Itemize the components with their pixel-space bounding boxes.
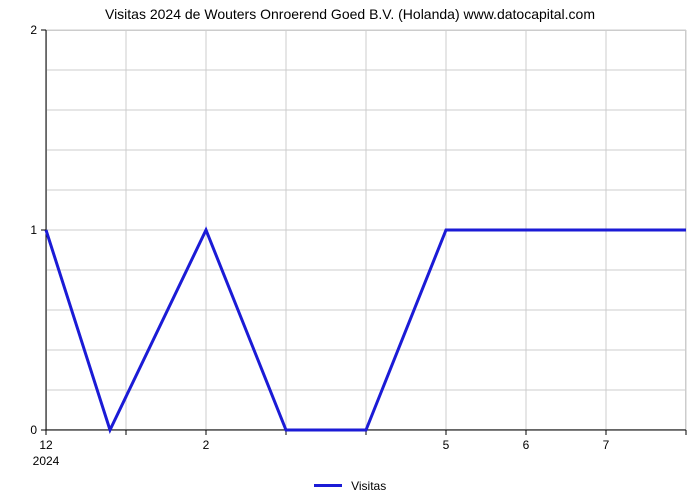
chart-plot: 1225672024012: [46, 30, 688, 480]
x-tick-label: 6: [523, 438, 530, 452]
legend-label: Visitas: [351, 479, 386, 493]
chart-container: Visitas 2024 de Wouters Onroerend Goed B…: [0, 0, 700, 500]
y-tick-label: 2: [30, 23, 37, 37]
x-tick-label: 12: [39, 438, 53, 452]
x-tick-label: 5: [443, 438, 450, 452]
x-secondary-label: 2024: [33, 454, 60, 468]
chart-legend: Visitas: [0, 478, 700, 493]
legend-swatch: [314, 484, 342, 487]
y-tick-label: 0: [30, 423, 37, 437]
x-tick-label: 2: [203, 438, 210, 452]
x-tick-label: 7: [603, 438, 610, 452]
chart-title: Visitas 2024 de Wouters Onroerend Goed B…: [0, 6, 700, 22]
y-tick-label: 1: [30, 223, 37, 237]
